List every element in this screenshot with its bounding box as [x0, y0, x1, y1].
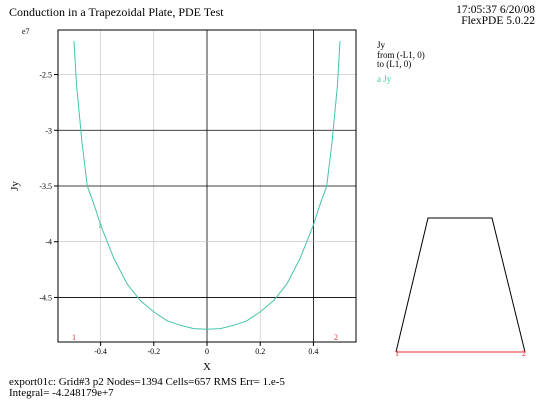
- x-tick-label: 0.4: [308, 347, 318, 356]
- inset-vertex-label-1: 1: [395, 349, 399, 358]
- legend-series-name: Jy: [383, 73, 392, 84]
- legend: Jy from (-L1, 0) to (L1, 0) a Jy: [377, 40, 425, 85]
- trapezoid-outline: [395, 217, 526, 353]
- x-axis-label: X: [203, 361, 211, 373]
- run-time: 17:05:37 6/20/08: [456, 4, 535, 16]
- integral-value: Integral= -4.248179e+7: [9, 387, 114, 399]
- chart-grid: [58, 30, 356, 342]
- inset-vertex-label-2: 2: [522, 349, 526, 358]
- x-tick-label: 0: [205, 347, 209, 356]
- series-line-jy: [73, 41, 341, 330]
- legend-from: from (-L1, 0): [377, 49, 425, 60]
- x-tick-label: -0.2: [147, 347, 160, 356]
- run-stats: export01c: Grid#3 p2 Nodes=1394 Cells=65…: [9, 376, 285, 388]
- plot-title: Conduction in a Trapezoidal Plate, PDE T…: [9, 5, 224, 19]
- y-tick-label: -3: [45, 126, 52, 135]
- legend-series-marker: a: [377, 73, 381, 84]
- x-tick-label: -0.4: [94, 347, 107, 356]
- series-layer: a 1 2: [72, 41, 341, 342]
- timestamp: 17:05:37 6/20/08 FlexPDE 5.0.22: [456, 4, 535, 27]
- x-tick-label: 0.2: [255, 347, 265, 356]
- y-exponent-label: e7: [22, 27, 30, 36]
- legend-variable: Jy: [377, 40, 386, 50]
- y-tick-label: -3.5: [39, 182, 52, 191]
- y-axis-label: Jy: [9, 181, 21, 191]
- run-summary: export01c: Grid#3 p2 Nodes=1394 Cells=65…: [9, 377, 285, 399]
- y-tick-label: -4: [45, 238, 52, 247]
- legend-series-entry: a Jy: [377, 73, 425, 85]
- endpoint-label-1: 1: [72, 333, 76, 342]
- software-version: FlexPDE 5.0.22: [461, 15, 535, 27]
- axis-ticks: -0.4 -0.2 0 0.2 0.4 -2.5 -3 -3.5 -4 -4.5: [39, 71, 318, 356]
- y-tick-label: -2.5: [39, 71, 52, 80]
- endpoint-label-2: 2: [334, 333, 338, 342]
- series-marker-label: a: [99, 221, 103, 230]
- legend-to: to (L1, 0): [377, 59, 412, 69]
- y-tick-label: -4.5: [39, 293, 52, 302]
